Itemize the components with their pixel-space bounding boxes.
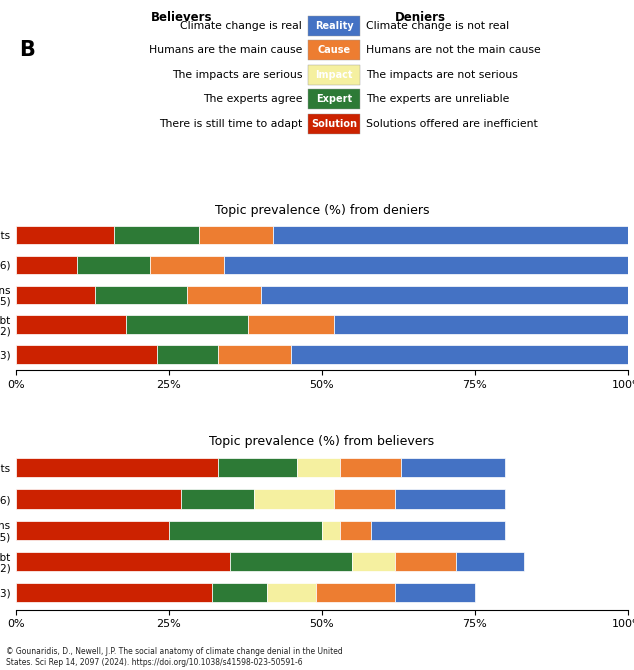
Bar	[126, 316, 249, 334]
Title: Topic prevalence (%) from deniers: Topic prevalence (%) from deniers	[214, 204, 429, 216]
Bar	[316, 583, 395, 602]
FancyBboxPatch shape	[308, 16, 360, 36]
Bar	[169, 521, 321, 540]
Bar	[16, 521, 169, 540]
Text: Reality: Reality	[315, 21, 354, 31]
Text: Climate change is not real: Climate change is not real	[366, 21, 510, 31]
Bar	[16, 256, 77, 274]
Text: The impacts are not serious: The impacts are not serious	[366, 70, 518, 80]
Text: Humans are the main cause: Humans are the main cause	[149, 46, 302, 55]
Bar	[157, 345, 217, 364]
Bar	[267, 583, 316, 602]
Bar	[249, 316, 334, 334]
Bar	[150, 256, 224, 274]
Bar	[16, 583, 212, 602]
Bar	[254, 489, 334, 509]
Text: Humans are not the main cause: Humans are not the main cause	[366, 46, 541, 55]
Text: B: B	[19, 40, 35, 60]
Text: Cause: Cause	[318, 46, 351, 55]
Text: Solution: Solution	[311, 119, 358, 129]
Text: There is still time to adapt: There is still time to adapt	[159, 119, 302, 129]
Bar	[113, 226, 199, 245]
Bar	[261, 285, 628, 304]
Bar	[95, 285, 187, 304]
Bar	[16, 489, 181, 509]
Text: Deniers: Deniers	[395, 11, 446, 24]
Text: Expert: Expert	[316, 94, 353, 104]
Bar	[16, 285, 95, 304]
Bar	[334, 316, 628, 334]
Text: The experts are unreliable: The experts are unreliable	[366, 94, 510, 104]
Text: Believers: Believers	[150, 11, 212, 24]
Text: The impacts are serious: The impacts are serious	[172, 70, 302, 80]
Text: © Gounaridis, D., Newell, J.P. The social anatomy of climate change denial in th: © Gounaridis, D., Newell, J.P. The socia…	[6, 647, 343, 667]
Bar	[16, 552, 230, 572]
Bar	[353, 552, 395, 572]
Title: Topic prevalence (%) from believers: Topic prevalence (%) from believers	[209, 436, 434, 448]
Text: Impact: Impact	[316, 70, 353, 80]
Bar	[16, 458, 217, 478]
Bar	[16, 316, 126, 334]
Text: Solutions offered are inefficient: Solutions offered are inefficient	[366, 119, 538, 129]
Bar	[217, 458, 297, 478]
Bar	[395, 489, 505, 509]
Bar	[16, 226, 113, 245]
Bar	[224, 256, 628, 274]
Bar	[187, 285, 261, 304]
Bar	[395, 552, 456, 572]
Bar	[77, 256, 150, 274]
Bar	[273, 226, 628, 245]
FancyBboxPatch shape	[308, 65, 360, 84]
Bar	[456, 552, 524, 572]
Bar	[297, 458, 340, 478]
FancyBboxPatch shape	[308, 89, 360, 109]
Bar	[340, 458, 401, 478]
Bar	[395, 583, 475, 602]
Text: Climate change is real: Climate change is real	[181, 21, 302, 31]
Bar	[371, 521, 505, 540]
FancyBboxPatch shape	[308, 40, 360, 60]
Text: The experts agree: The experts agree	[203, 94, 302, 104]
Bar	[334, 489, 395, 509]
Bar	[401, 458, 505, 478]
FancyBboxPatch shape	[308, 114, 360, 133]
Bar	[212, 583, 267, 602]
Bar	[199, 226, 273, 245]
Bar	[16, 345, 157, 364]
Bar	[321, 521, 340, 540]
Bar	[217, 345, 291, 364]
Bar	[230, 552, 353, 572]
Bar	[181, 489, 254, 509]
Bar	[291, 345, 628, 364]
Bar	[340, 521, 371, 540]
